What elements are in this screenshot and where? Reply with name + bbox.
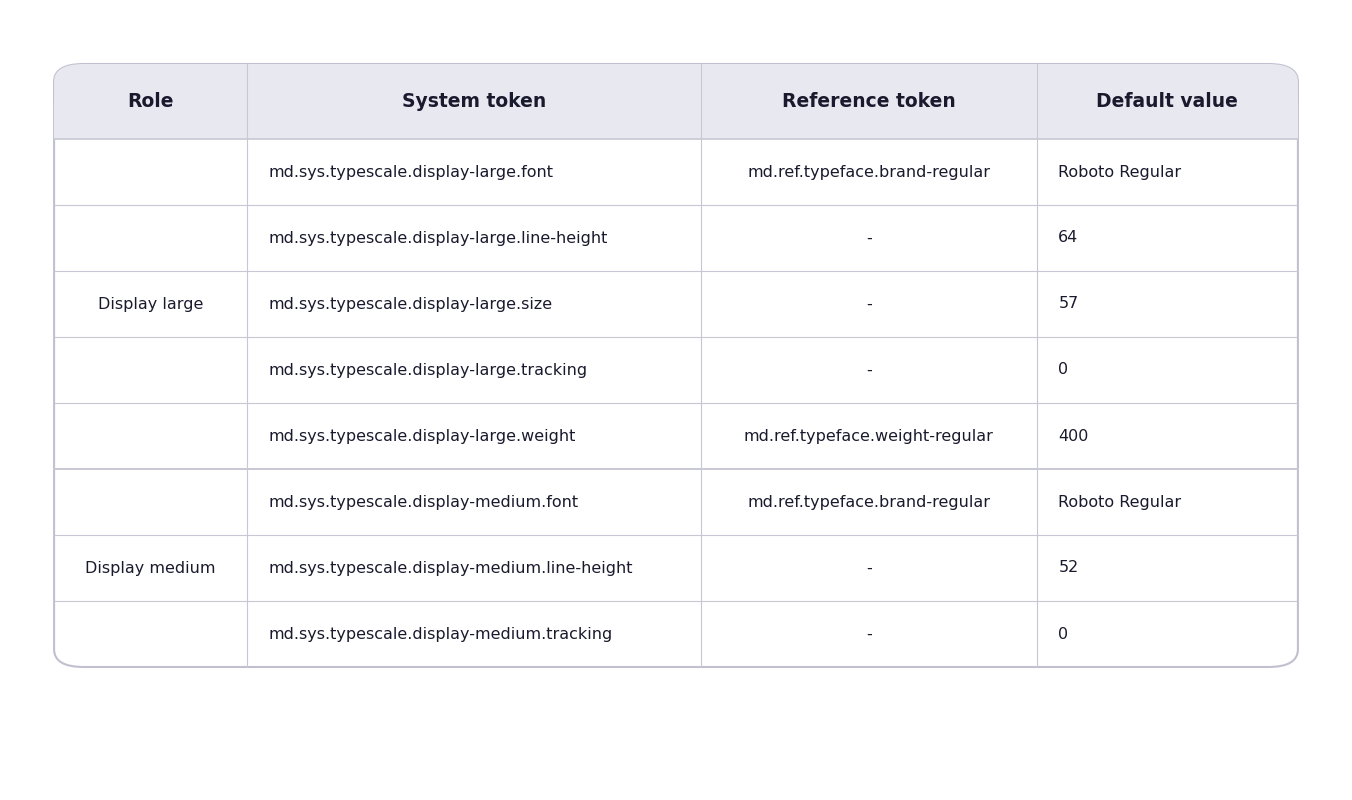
Text: 0: 0: [1059, 626, 1068, 642]
Text: -: -: [865, 230, 872, 246]
Text: 400: 400: [1059, 429, 1088, 443]
Text: md.sys.typescale.display-large.size: md.sys.typescale.display-large.size: [269, 297, 553, 311]
Text: Roboto Regular: Roboto Regular: [1059, 165, 1182, 179]
Text: md.ref.typeface.brand-regular: md.ref.typeface.brand-regular: [748, 494, 990, 510]
Text: Display medium: Display medium: [85, 561, 216, 575]
FancyBboxPatch shape: [54, 64, 1298, 139]
Text: Reference token: Reference token: [781, 92, 956, 111]
Text: -: -: [865, 362, 872, 378]
Text: System token: System token: [402, 92, 546, 111]
Text: Display large: Display large: [97, 297, 203, 311]
Bar: [54, 102, 1298, 139]
Text: md.ref.typeface.weight-regular: md.ref.typeface.weight-regular: [744, 429, 994, 443]
Text: 64: 64: [1059, 230, 1079, 246]
Text: -: -: [865, 297, 872, 311]
Text: md.sys.typescale.display-medium.tracking: md.sys.typescale.display-medium.tracking: [269, 626, 612, 642]
Text: md.sys.typescale.display-medium.line-height: md.sys.typescale.display-medium.line-hei…: [269, 561, 633, 575]
Text: md.sys.typescale.display-large.weight: md.sys.typescale.display-large.weight: [269, 429, 576, 443]
Text: Roboto Regular: Roboto Regular: [1059, 494, 1182, 510]
Text: md.sys.typescale.display-large.font: md.sys.typescale.display-large.font: [269, 165, 553, 179]
Text: Role: Role: [127, 92, 173, 111]
Text: md.sys.typescale.display-medium.font: md.sys.typescale.display-medium.font: [269, 494, 579, 510]
Text: Default value: Default value: [1096, 92, 1238, 111]
FancyBboxPatch shape: [54, 64, 1298, 667]
Text: md.ref.typeface.brand-regular: md.ref.typeface.brand-regular: [748, 165, 990, 179]
Text: md.sys.typescale.display-large.line-height: md.sys.typescale.display-large.line-heig…: [269, 230, 608, 246]
Text: 0: 0: [1059, 362, 1068, 378]
Text: -: -: [865, 561, 872, 575]
Text: md.sys.typescale.display-large.tracking: md.sys.typescale.display-large.tracking: [269, 362, 588, 378]
Text: 52: 52: [1059, 561, 1079, 575]
Text: 57: 57: [1059, 297, 1079, 311]
Text: -: -: [865, 626, 872, 642]
